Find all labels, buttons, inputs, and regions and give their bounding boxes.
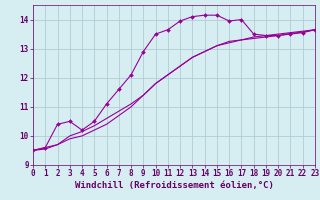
X-axis label: Windchill (Refroidissement éolien,°C): Windchill (Refroidissement éolien,°C) <box>75 181 273 190</box>
